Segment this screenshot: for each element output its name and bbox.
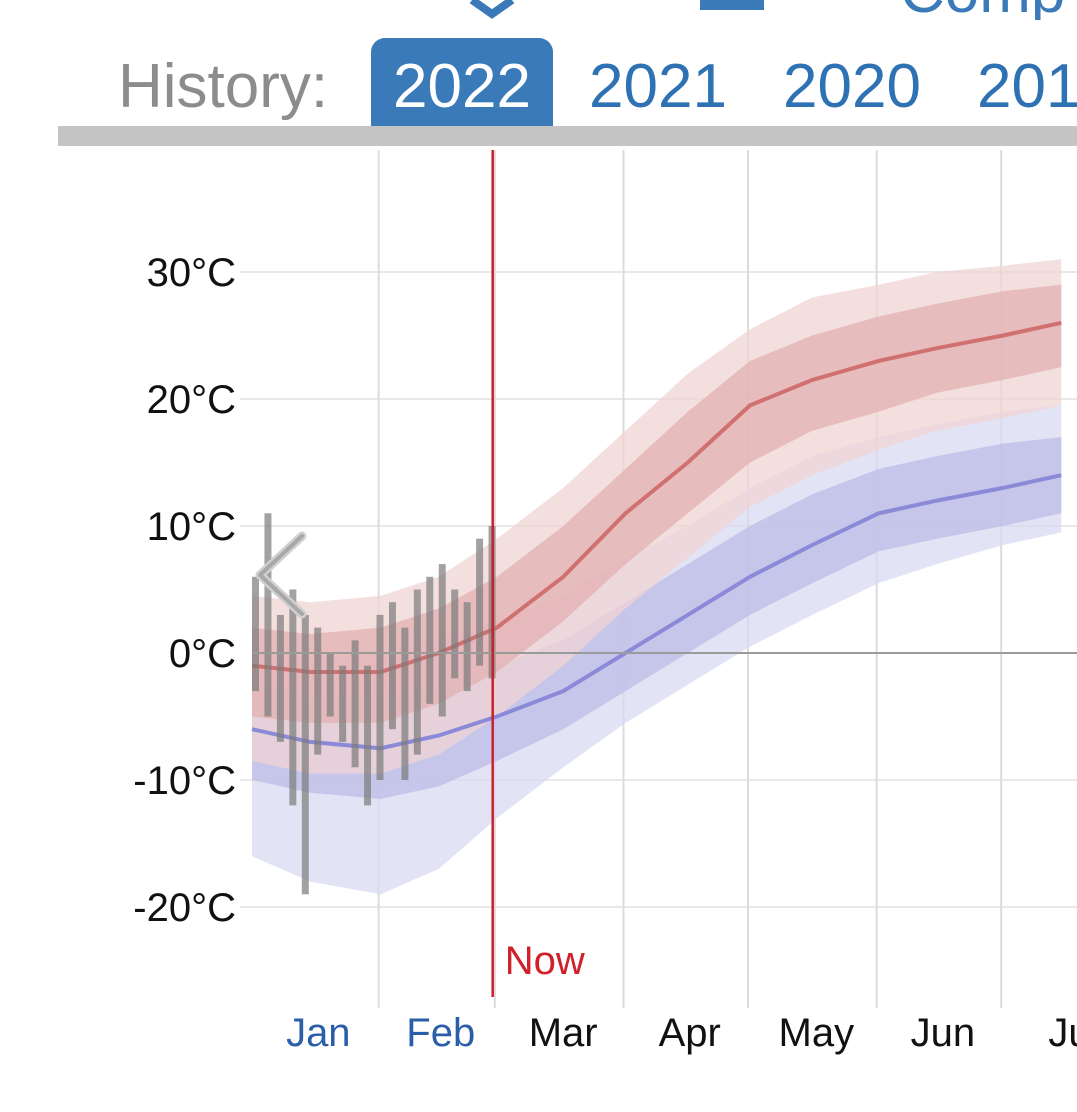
x-tick-label: Ju <box>1048 1011 1077 1055</box>
y-tick-label: 30°C <box>147 251 236 295</box>
y-axis: 30°C 20°C 10°C 0°C -10°C -20°C <box>133 251 236 930</box>
tab-underline <box>58 126 1077 146</box>
observed-bar <box>301 614 309 895</box>
compare-checkbox-icon[interactable] <box>700 0 764 10</box>
x-tick-label: Mar <box>529 1011 598 1055</box>
observed-bar <box>351 640 359 768</box>
tag-icon <box>469 0 515 19</box>
observed-bar <box>451 589 459 679</box>
x-axis: Jan Feb Mar Apr May Jun Ju <box>286 1011 1077 1055</box>
y-tick-label: 10°C <box>147 505 236 549</box>
prev-arrow-button[interactable] <box>255 531 307 619</box>
observed-bar <box>438 564 446 717</box>
x-tick-label: May <box>779 1011 855 1055</box>
observed-bar <box>401 627 409 780</box>
observed-bar <box>314 627 322 755</box>
observed-bar <box>476 538 484 666</box>
observed-bar <box>364 665 372 806</box>
x-tick-label: Feb <box>406 1011 475 1055</box>
observed-bar <box>289 589 297 806</box>
chevron-left-icon <box>258 534 304 616</box>
tab-year-2019[interactable]: 201 <box>977 52 1077 121</box>
observed-bars <box>252 513 496 895</box>
y-tick-label: 0°C <box>169 632 236 676</box>
y-tick-label: -10°C <box>133 759 236 803</box>
top-strip-svg: Comp <box>469 0 1065 20</box>
observed-bar <box>413 589 421 755</box>
x-tick-label: Jun <box>911 1011 976 1055</box>
observed-bar <box>339 665 347 742</box>
tab-year-2020[interactable]: 2020 <box>783 52 921 121</box>
observed-bar <box>326 653 334 717</box>
y-tick-label: -20°C <box>133 886 236 930</box>
observed-bar <box>264 513 272 717</box>
observed-bar <box>276 614 284 742</box>
now-label: Now <box>505 939 585 983</box>
top-strip: Comp <box>0 0 1077 20</box>
tab-year-2021[interactable]: 2021 <box>589 52 727 121</box>
observed-bar <box>252 576 259 692</box>
chart-bands <box>252 259 1062 895</box>
now-marker: Now <box>491 150 585 997</box>
observed-bar <box>426 576 434 704</box>
observed-bar <box>463 602 471 692</box>
observed-bar <box>388 602 396 730</box>
low-mean-line <box>251 473 1062 751</box>
x-tick-label: Jan <box>286 1011 351 1055</box>
observed-bar <box>376 614 384 780</box>
x-tick-label: Apr <box>659 1011 721 1055</box>
history-tab-bar: History: 2022 2021 2020 201 <box>0 0 1077 160</box>
history-label: History: <box>118 52 329 121</box>
y-tick-label: 20°C <box>147 378 236 422</box>
compare-link-text[interactable]: Comp <box>900 0 1065 20</box>
